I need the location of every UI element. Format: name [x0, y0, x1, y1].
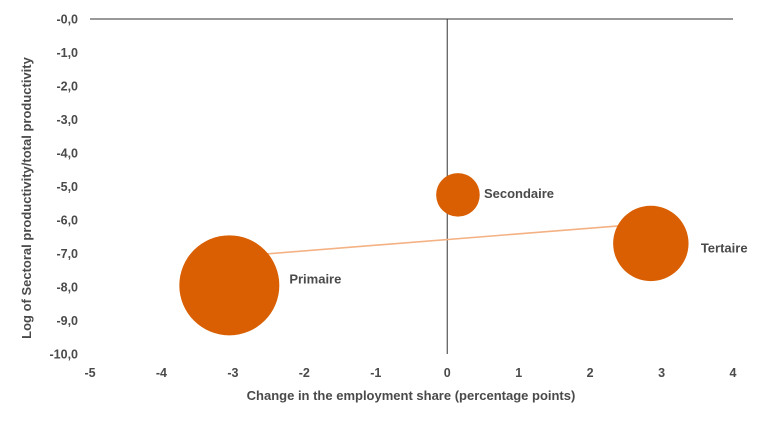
y-tick-label: -8,0 [56, 281, 78, 295]
point-label-tertaire: Tertaire [701, 240, 748, 255]
y-tick-label: -7,0 [56, 247, 78, 261]
y-tick-label: -4,0 [56, 147, 78, 161]
y-tick-label: -10,0 [50, 348, 79, 362]
x-tick-label: -3 [227, 366, 238, 380]
y-tick-label: -9,0 [56, 314, 78, 328]
y-tick-label: -3,0 [56, 113, 78, 127]
x-tick-label: 1 [515, 366, 522, 380]
trendline [229, 222, 651, 258]
x-tick-label: 2 [587, 366, 594, 380]
bubbles [179, 173, 689, 336]
x-axis: -5 -4 -3 -2 -1 0 1 2 3 4 [84, 19, 737, 380]
trendline-group [229, 222, 651, 258]
bubble-tertaire [613, 205, 689, 282]
point-labels: Primaire Secondaire Tertaire [289, 186, 747, 286]
y-tick-label: -6,0 [56, 214, 78, 228]
x-tick-label: 4 [730, 366, 737, 380]
y-tick-label: -2,0 [56, 80, 78, 94]
y-tick-label: -1,0 [56, 46, 78, 60]
bubble-primaire [179, 235, 280, 336]
y-axis: -0,0 -1,0 -2,0 -3,0 -4,0 -5,0 -6,0 -7,0 -8,0 -9,0… [50, 13, 733, 362]
bubble-secondaire [436, 173, 480, 217]
y-axis-title: Log of Sectoral productivity/total produ… [19, 56, 34, 338]
x-axis-title: Change in the employment share (percenta… [247, 388, 576, 403]
y-tick-label: -5,0 [56, 180, 78, 194]
x-tick-label: -1 [370, 366, 381, 380]
x-tick-label: 0 [444, 366, 451, 380]
x-tick-label: -5 [84, 366, 95, 380]
x-tick-label: -4 [156, 366, 167, 380]
point-label-secondaire: Secondaire [484, 186, 554, 201]
x-tick-label: -2 [299, 366, 310, 380]
x-tick-label: 3 [658, 366, 665, 380]
y-tick-label: -0,0 [56, 13, 78, 27]
point-label-primaire: Primaire [289, 271, 341, 286]
